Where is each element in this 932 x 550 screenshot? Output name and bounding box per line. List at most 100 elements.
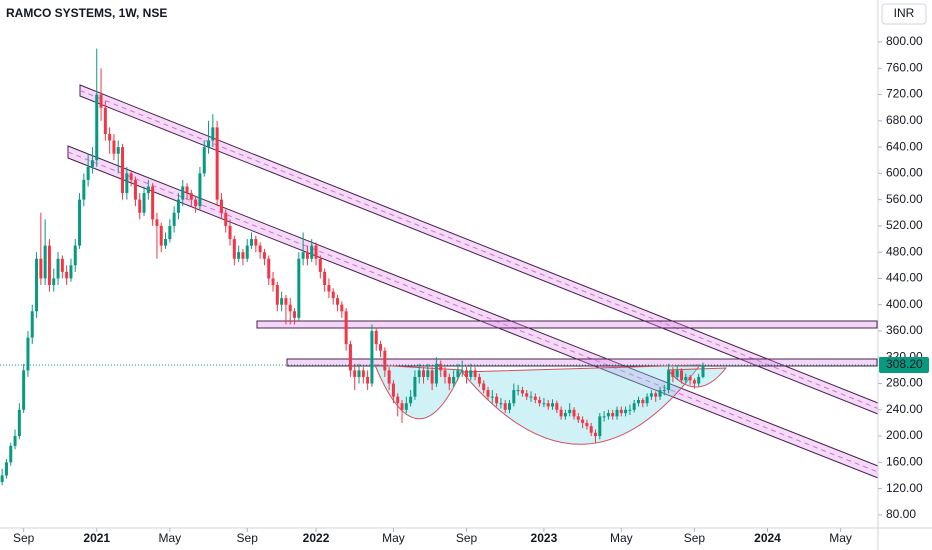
candle-body xyxy=(654,393,658,397)
x-tick-label: 2022 xyxy=(303,531,330,545)
candle-body xyxy=(194,199,198,207)
candle-body xyxy=(121,147,125,194)
candle-body xyxy=(172,212,176,226)
candle-body xyxy=(477,376,481,384)
candle-body xyxy=(280,298,284,305)
candle-body xyxy=(551,403,555,407)
candle-body xyxy=(684,376,688,381)
candle-body xyxy=(624,409,628,414)
candle-body xyxy=(125,173,129,194)
candle-body xyxy=(452,376,456,384)
main-cup xyxy=(460,364,702,445)
y-tick-label: 680.00 xyxy=(886,113,923,127)
candle-body xyxy=(456,370,460,377)
candle-body xyxy=(508,403,512,410)
candle-body xyxy=(159,225,163,246)
neckline-zone xyxy=(286,358,878,367)
candle-body xyxy=(305,252,309,259)
x-tick-label: 2021 xyxy=(83,531,110,545)
candle-body xyxy=(611,413,615,417)
candle-body xyxy=(409,396,413,404)
candle-body xyxy=(78,199,82,246)
candle-body xyxy=(615,409,619,417)
candle-body xyxy=(224,212,228,226)
candle-body xyxy=(512,390,516,404)
candle-body xyxy=(374,330,378,345)
candle-body xyxy=(619,409,623,414)
y-tick-label: 240.00 xyxy=(886,402,923,416)
candle-body xyxy=(69,265,73,279)
candle-body xyxy=(680,370,684,381)
candle-body xyxy=(546,403,550,407)
currency[interactable]: INR xyxy=(894,6,915,20)
y-tick-label: 200.00 xyxy=(886,428,923,442)
y-tick-label: 800.00 xyxy=(886,34,923,48)
candle-body xyxy=(353,370,357,377)
channel-mid xyxy=(67,151,879,473)
candle-body xyxy=(520,390,524,394)
y-tick-label: 80.00 xyxy=(886,507,916,521)
candle-body xyxy=(297,258,301,318)
y-tick-label: 600.00 xyxy=(886,166,923,180)
candle-body xyxy=(275,285,279,305)
candle-body xyxy=(13,436,17,446)
candle-body xyxy=(559,409,563,417)
candle-body xyxy=(439,363,443,371)
candle-body xyxy=(495,396,499,404)
candle-body xyxy=(391,383,395,397)
y-tick-label: 400.00 xyxy=(886,297,923,311)
candle-body xyxy=(671,370,675,377)
candle-body xyxy=(202,147,206,174)
x-tick-label: May xyxy=(382,531,405,545)
candle-body xyxy=(370,330,374,384)
candle-body xyxy=(637,399,641,404)
candle-body xyxy=(486,390,490,397)
candle-body xyxy=(361,370,365,377)
candle-body xyxy=(22,370,26,410)
y-tick-label: 120.00 xyxy=(886,481,923,495)
candle-body xyxy=(310,245,314,259)
candle-body xyxy=(232,239,236,259)
candle-body xyxy=(164,239,168,246)
candle-body xyxy=(0,475,4,483)
candle-body xyxy=(662,390,666,392)
candle-body xyxy=(366,376,370,384)
candle-body xyxy=(598,416,602,437)
candle-body xyxy=(426,370,430,377)
y-tick-label: 720.00 xyxy=(886,87,923,101)
x-tick-label: Sep xyxy=(684,531,706,545)
candle-body xyxy=(56,258,60,279)
candle-body xyxy=(30,311,34,338)
candle-body xyxy=(215,127,219,200)
candle-body xyxy=(155,219,159,226)
candle-body xyxy=(585,422,589,427)
candle-body xyxy=(576,416,580,420)
candle-body xyxy=(383,350,387,371)
channel-mid xyxy=(79,90,879,409)
candle-body xyxy=(555,403,559,410)
candle-body xyxy=(73,245,77,266)
candle-body xyxy=(327,285,331,292)
candle-body xyxy=(138,199,142,213)
candle-body xyxy=(413,376,417,397)
candle-body xyxy=(82,179,86,200)
candle-body xyxy=(692,380,696,384)
candle-body xyxy=(602,416,606,418)
candle-body xyxy=(701,365,705,377)
y-tick-label: 160.00 xyxy=(886,455,923,469)
candle-body xyxy=(116,147,120,154)
candle-body xyxy=(211,127,215,141)
candle-body xyxy=(284,298,288,305)
x-tick-label: Sep xyxy=(13,531,35,545)
currency-button[interactable] xyxy=(881,3,927,25)
candle-body xyxy=(60,258,64,272)
candle-body xyxy=(697,376,701,384)
candle-body xyxy=(434,363,438,384)
y-tick-label: 560.00 xyxy=(886,192,923,206)
candle-body xyxy=(168,225,172,240)
candle-body xyxy=(108,133,112,141)
candle-body xyxy=(675,370,679,377)
candle-body xyxy=(465,370,469,377)
candle-body xyxy=(404,403,408,410)
candle-body xyxy=(430,370,434,384)
